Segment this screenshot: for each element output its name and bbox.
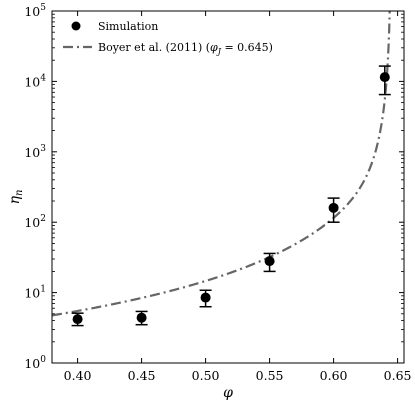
simulation-point xyxy=(72,314,83,325)
legend-marker-simulation xyxy=(71,21,81,31)
x-tick-label: 0.50 xyxy=(192,368,220,383)
y-tick-label: 104 xyxy=(24,73,46,89)
x-tick-label: 0.55 xyxy=(256,368,284,383)
simulation-point xyxy=(200,292,211,303)
x-tick-label: 0.65 xyxy=(384,368,412,383)
x-tick-label: 0.40 xyxy=(64,368,92,383)
simulation-point xyxy=(264,256,275,267)
y-tick-label: 102 xyxy=(24,214,46,230)
x-tick-label: 0.60 xyxy=(320,368,348,383)
legend-label-simulation: Simulation xyxy=(98,20,158,33)
y-tick-label: 100 xyxy=(24,355,46,371)
x-tick-label: 0.45 xyxy=(128,368,156,383)
simulation-point xyxy=(136,312,147,323)
simulation-point xyxy=(379,72,390,83)
x-axis: 0.40 0.45 0.50 0.55 0.60 0.65 xyxy=(64,11,412,383)
legend-label-model: Boyer et al. (2011) (φJ = 0.645) xyxy=(98,41,273,56)
legend: Simulation Boyer et al. (2011) (φJ = 0.6… xyxy=(63,20,273,56)
y-axis-label: ηn xyxy=(7,190,25,205)
plot-frame xyxy=(51,10,405,364)
y-tick-label: 103 xyxy=(24,144,46,160)
x-axis-label: φ xyxy=(223,385,233,401)
y-tick-label: 105 xyxy=(24,3,46,19)
y-axis: 100 101 102 103 104 105 xyxy=(24,3,404,371)
simulation-points xyxy=(71,65,391,327)
y-tick-label: 101 xyxy=(24,285,46,301)
simulation-point xyxy=(328,202,339,213)
